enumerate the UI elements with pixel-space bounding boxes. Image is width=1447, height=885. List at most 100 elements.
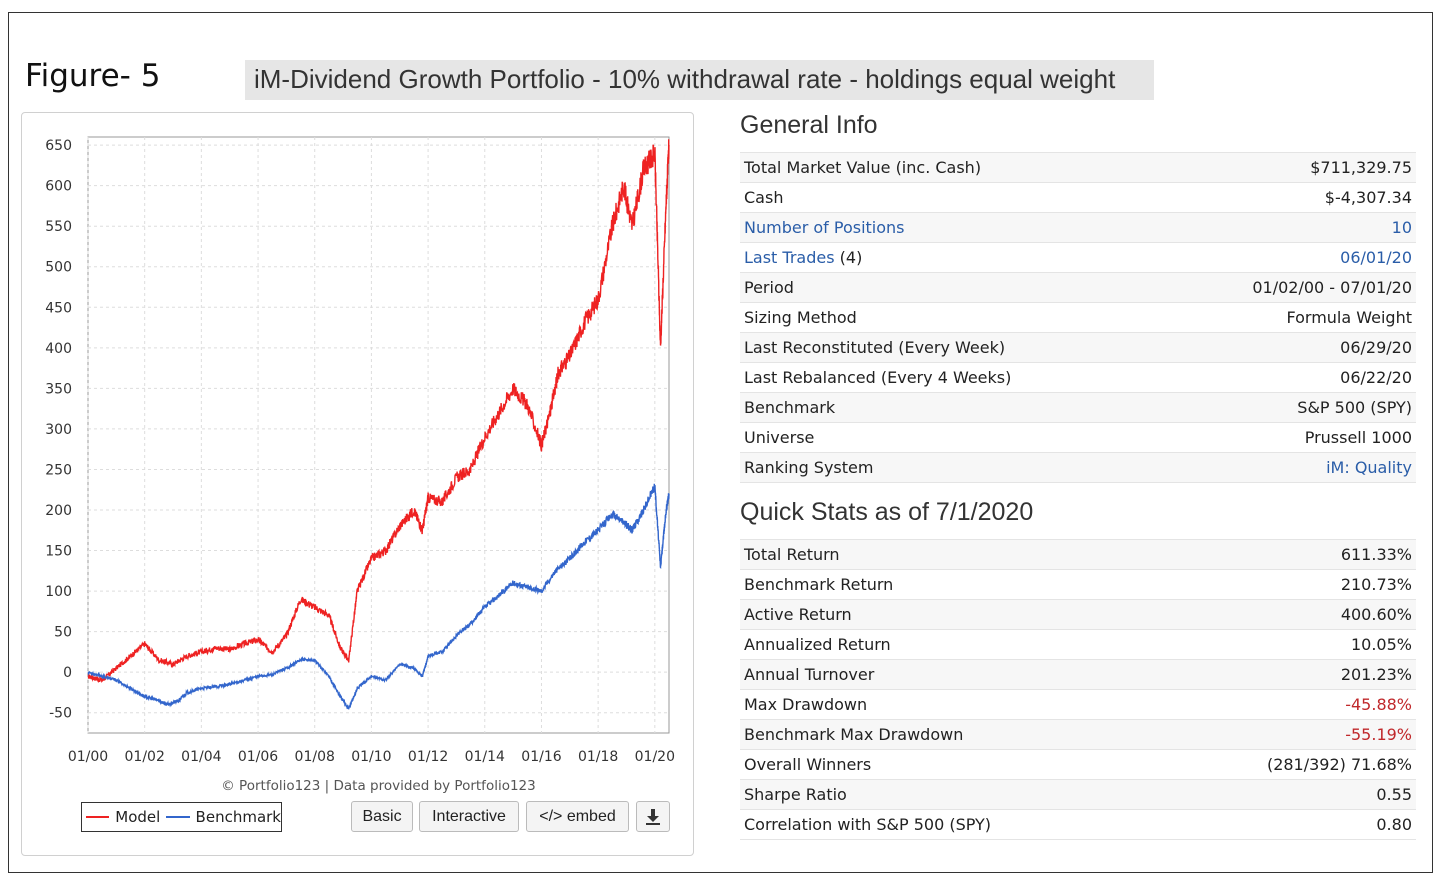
table-row: Annual Turnover 201.23% xyxy=(740,659,1416,690)
x-tick-label: 01/12 xyxy=(408,749,448,765)
model-series-line xyxy=(87,139,670,683)
stat-label: Ranking System xyxy=(740,452,1161,483)
model-legend-swatch xyxy=(86,816,110,818)
stat-label: Universe xyxy=(740,422,1161,453)
figure-title: iM-Dividend Growth Portfolio - 10% withd… xyxy=(245,60,1154,100)
stat-label-text: Overall Winners xyxy=(744,755,872,774)
stat-value: 06/22/20 xyxy=(1160,362,1416,393)
y-tick-label: 300 xyxy=(45,422,72,438)
y-tick-label: 650 xyxy=(45,138,72,154)
stat-label: Last Reconstituted (Every Week) xyxy=(740,332,1161,363)
stat-label-text: Benchmark Max Drawdown xyxy=(744,725,964,744)
y-tick-label: 600 xyxy=(45,179,72,195)
stat-label-text: Period xyxy=(744,278,794,297)
stat-value: $-4,307.34 xyxy=(1160,182,1416,213)
y-tick-label: 350 xyxy=(45,381,72,397)
stat-value: Prussell 1000 xyxy=(1160,422,1416,453)
benchmark-legend-swatch xyxy=(166,816,190,818)
table-row: Last Rebalanced (Every 4 Weeks) 06/22/20 xyxy=(740,362,1416,393)
table-row: Sizing Method Formula Weight xyxy=(740,302,1416,333)
stat-label[interactable]: Number of Positions xyxy=(740,212,1161,243)
stat-label: Sharpe Ratio xyxy=(740,779,1163,810)
benchmark-legend-label: Benchmark xyxy=(195,808,281,826)
stat-value: 611.33% xyxy=(1162,539,1416,570)
table-row: Ranking System iM: Quality xyxy=(740,452,1416,483)
stat-label: Total Market Value (inc. Cash) xyxy=(740,152,1161,183)
table-row: Annualized Return 10.05% xyxy=(740,629,1416,660)
x-tick-label: 01/14 xyxy=(465,749,505,765)
stat-label-text: Max Drawdown xyxy=(744,695,868,714)
stat-value[interactable]: 10 xyxy=(1160,212,1416,243)
stat-label-text: Last Reconstituted (Every Week) xyxy=(744,338,1006,357)
table-row: Overall Winners (281/392) 71.68% xyxy=(740,749,1416,780)
stat-label[interactable]: Last Trades (4) xyxy=(740,242,1161,273)
stat-label: Sizing Method xyxy=(740,302,1161,333)
table-row: Number of Positions 10 xyxy=(740,212,1416,243)
stat-label: Period xyxy=(740,272,1161,303)
stat-label-text[interactable]: Last Trades xyxy=(744,248,835,267)
chart-panel: 650 600 550 500 450 400 350 300 250 200 150 100 50 0-… xyxy=(21,112,694,856)
y-tick-label: 200 xyxy=(45,503,72,519)
stat-label-text: Annualized Return xyxy=(744,635,891,654)
plot-area xyxy=(87,136,670,734)
model-legend-label: Model xyxy=(115,808,161,826)
y-tick-label: 250 xyxy=(45,462,72,478)
stat-label-text: Benchmark Return xyxy=(744,575,894,594)
chart-legend[interactable]: Model Benchmark xyxy=(81,802,282,832)
stat-label-text: Last Rebalanced (Every 4 Weeks) xyxy=(744,368,1012,387)
stat-label-text: Correlation with S&P 500 (SPY) xyxy=(744,815,992,834)
x-tick-label: 01/20 xyxy=(635,749,675,765)
figure-frame xyxy=(8,12,1433,873)
stat-value: 0.80 xyxy=(1162,809,1416,840)
stat-value: Formula Weight xyxy=(1160,302,1416,333)
quick-stats-table: Total Return 611.33% Benchmark Return 210.7… xyxy=(740,539,1416,840)
table-row: Total Return 611.33% xyxy=(740,539,1416,570)
stat-label: Active Return xyxy=(740,599,1163,630)
stat-label-text: Total Market Value (inc. Cash) xyxy=(744,158,982,177)
table-row: Last Reconstituted (Every Week) 06/29/20 xyxy=(740,332,1416,363)
stat-label-text[interactable]: Number of Positions xyxy=(744,218,905,237)
x-tick-label: 01/18 xyxy=(578,749,618,765)
table-row: Correlation with S&P 500 (SPY) 0.80 xyxy=(740,809,1416,840)
stat-label-text: Universe xyxy=(744,428,815,447)
download-icon xyxy=(646,808,660,825)
stat-value[interactable]: iM: Quality xyxy=(1160,452,1416,483)
stat-value: 400.60% xyxy=(1162,599,1416,630)
x-tick-label: 01/02 xyxy=(125,749,165,765)
stat-label-text: Active Return xyxy=(744,605,852,624)
table-row: Total Market Value (inc. Cash) $711,329.7… xyxy=(740,152,1416,183)
performance-chart: 650600550500450400350300250200150100500-… xyxy=(45,136,675,794)
interactive-button[interactable]: Interactive xyxy=(419,801,519,832)
y-tick-label: 550 xyxy=(45,219,72,235)
quick-stats-title: Quick Stats as of 7/1/2020 xyxy=(740,498,1034,526)
table-row: Sharpe Ratio 0.55 xyxy=(740,779,1416,810)
embed-button[interactable]: </> embed xyxy=(526,801,629,832)
stat-value: 10.05% xyxy=(1162,629,1416,660)
stat-label: Correlation with S&P 500 (SPY) xyxy=(740,809,1163,840)
stat-value: -45.88% xyxy=(1162,689,1416,720)
stat-value: 0.55 xyxy=(1162,779,1416,810)
stat-value: S&P 500 (SPY) xyxy=(1160,392,1416,423)
chart-credit: © Portfolio123 | Data provided by Portfo… xyxy=(221,778,535,794)
table-row: Active Return 400.60% xyxy=(740,599,1416,630)
table-row: Benchmark S&P 500 (SPY) xyxy=(740,392,1416,423)
stat-value: 01/02/00 - 07/01/20 xyxy=(1160,272,1416,303)
info-panel: General Info Total Market Value (inc. Ca… xyxy=(740,106,1416,840)
stat-label: Benchmark Max Drawdown xyxy=(740,719,1163,750)
stat-label-text: Sizing Method xyxy=(744,308,857,327)
stat-value[interactable]: 06/01/20 xyxy=(1160,242,1416,273)
stat-label-text: Ranking System xyxy=(744,458,874,477)
download-button[interactable] xyxy=(636,801,670,832)
stat-label: Annualized Return xyxy=(740,629,1163,660)
table-row: Benchmark Max Drawdown -55.19% xyxy=(740,719,1416,750)
y-tick-label: 150 xyxy=(45,544,72,560)
stat-label: Benchmark xyxy=(740,392,1161,423)
basic-button[interactable]: Basic xyxy=(351,801,413,832)
y-tick-label: 400 xyxy=(45,341,72,357)
stat-label-text: Annual Turnover xyxy=(744,665,875,684)
stat-label: Last Rebalanced (Every 4 Weeks) xyxy=(740,362,1161,393)
figure-label: Figure- 5 xyxy=(25,58,161,94)
table-row: Max Drawdown -45.88% xyxy=(740,689,1416,720)
y-tick-label: 500 xyxy=(45,260,72,276)
table-row: Benchmark Return 210.73% xyxy=(740,569,1416,600)
